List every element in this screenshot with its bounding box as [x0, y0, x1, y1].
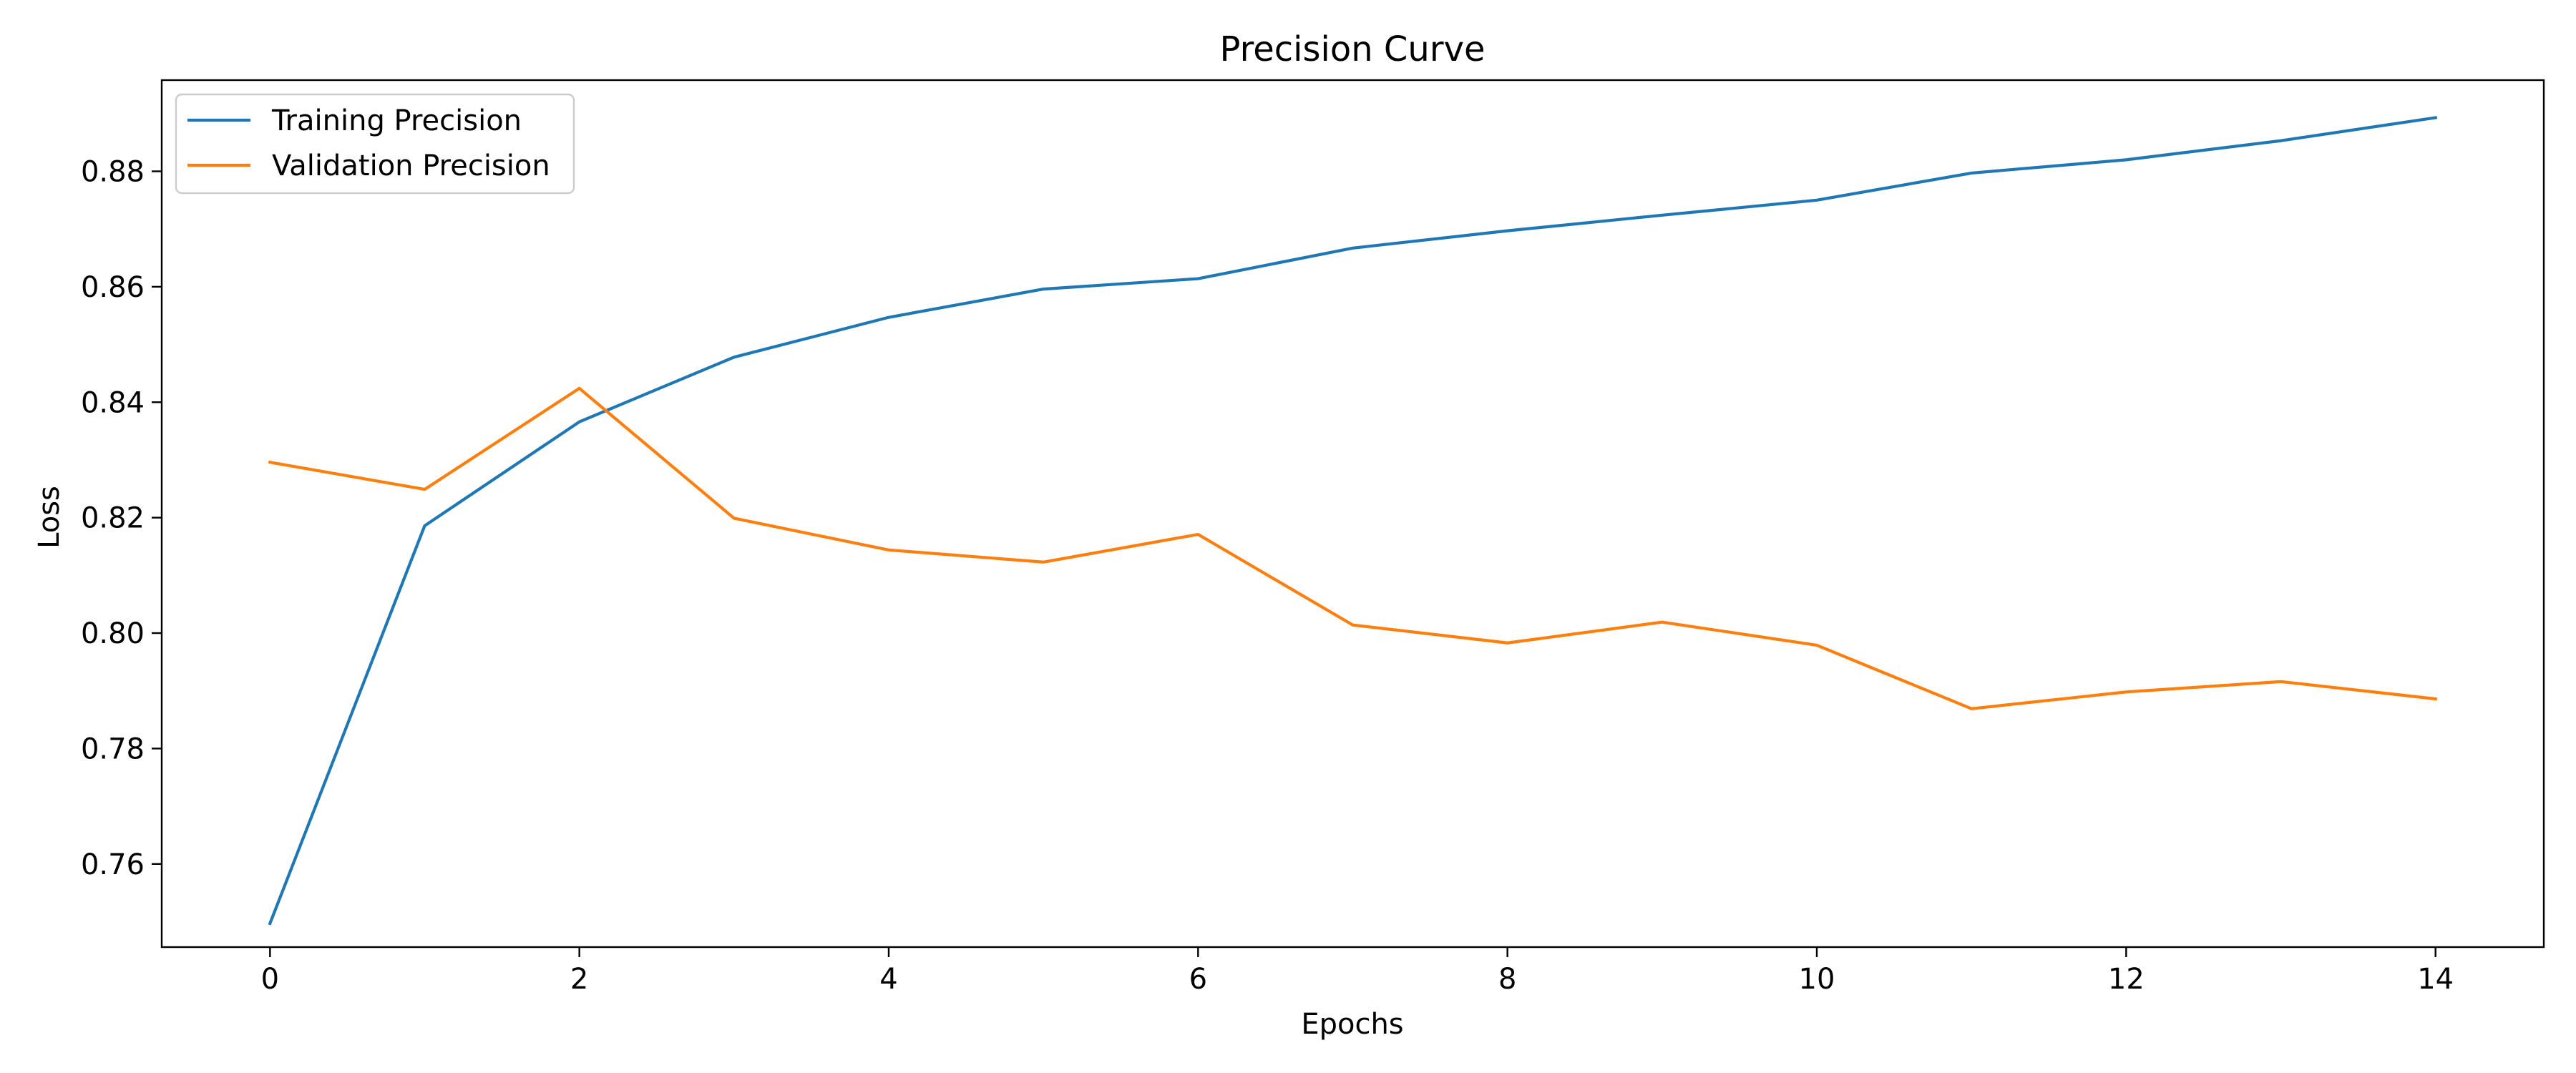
y-tick-label: 0.86 — [81, 271, 145, 304]
x-tick-label: 0 — [261, 963, 279, 996]
y-tick-label: 0.82 — [81, 502, 145, 535]
x-tick-label: 8 — [1498, 963, 1516, 996]
legend-box — [175, 93, 575, 195]
plot-area: 0 2 4 6 8 10 12 14 0.76 0.78 0.80 0.82 0.84 0.86 0.88 T… — [81, 79, 2545, 996]
plot-frame — [160, 79, 2545, 949]
y-axis-label: Loss — [33, 486, 66, 549]
y-tick-label: 0.80 — [81, 617, 145, 650]
x-tick-label: 4 — [879, 963, 897, 996]
legend: Training Precision Validation Precision — [175, 93, 575, 195]
y-tick-label: 0.84 — [81, 386, 145, 419]
y-tick-label: 0.76 — [81, 848, 145, 881]
x-axis-label: Epochs — [1301, 1008, 1403, 1041]
x-tick-label: 6 — [1189, 963, 1207, 996]
legend-label: Validation Precision — [272, 150, 550, 182]
series-line-training-precision — [268, 116, 2438, 926]
series-line-validation-precision — [268, 386, 2438, 710]
chart-title: Precision Curve — [1219, 29, 1485, 69]
y-tick-label: 0.78 — [81, 733, 145, 765]
plot-background — [162, 80, 2544, 947]
x-tick-label: 14 — [2417, 963, 2454, 996]
x-tick-label: 12 — [2108, 963, 2145, 996]
x-tick-label: 10 — [1799, 963, 1835, 996]
y-tick-label: 0.88 — [81, 155, 145, 188]
legend-label: Training Precision — [271, 104, 522, 137]
x-tick-label: 2 — [570, 963, 588, 996]
